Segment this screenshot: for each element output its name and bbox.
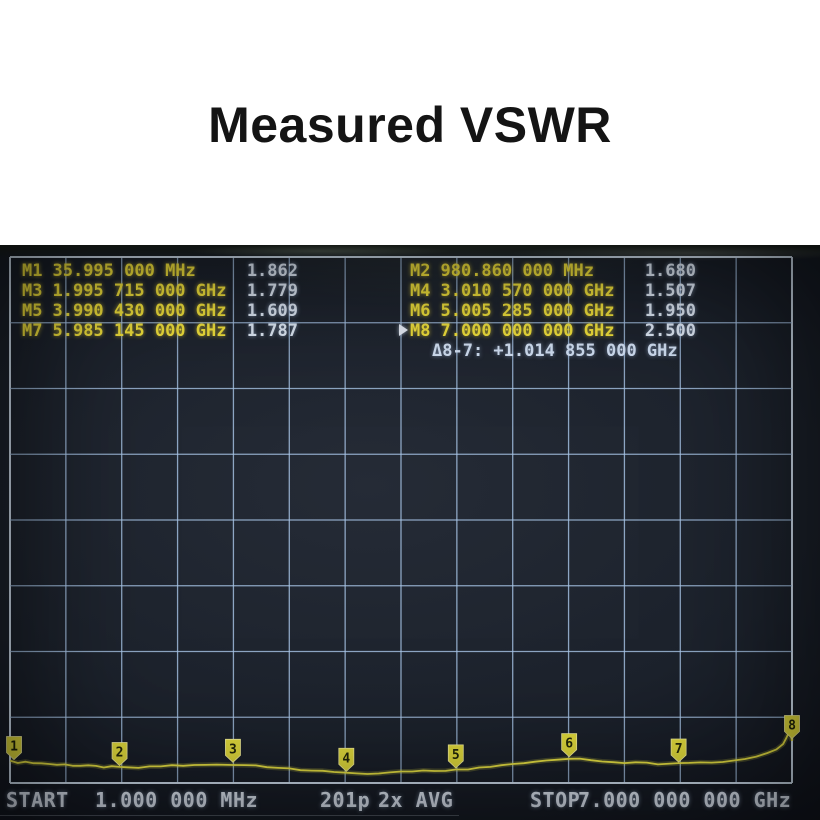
marker-frequency: 3.010 570 000 GHz <box>440 281 615 301</box>
screen-edge-glint <box>0 815 460 816</box>
marker-row: M7 5.985 145 000 GHz 1.787 <box>22 321 298 341</box>
marker-label: M8 <box>410 321 431 341</box>
marker-flag-5: 5 <box>447 744 464 769</box>
marker-value: 1.507 <box>644 281 696 301</box>
averaging-indicator: 2x AVG <box>378 788 454 812</box>
start-label: START <box>6 788 69 812</box>
svg-text:2: 2 <box>116 746 124 761</box>
marker-frequency: 5.985 145 000 GHz <box>52 321 227 341</box>
marker-frequency: 35.995 000 MHz <box>52 261 196 281</box>
active-marker-arrow-icon <box>399 324 408 336</box>
stop-label: STOP <box>530 788 581 812</box>
svg-text:1: 1 <box>10 740 18 755</box>
marker-label: M1 <box>22 261 43 281</box>
sweep-points: 201p <box>320 788 371 812</box>
marker-frequency: 3.990 430 000 GHz <box>52 301 227 321</box>
marker-frequency: 7.000 000 000 GHz <box>440 321 615 341</box>
marker-row: M4 3.010 570 000 GHz 1.507 <box>410 281 696 301</box>
stop-frequency: 7.000 000 000 GHz <box>578 788 792 812</box>
marker-row-active: M8 7.000 000 000 GHz 2.500 <box>410 321 696 341</box>
marker-label: M3 <box>22 281 43 301</box>
marker-row: M5 3.990 430 000 GHz 1.609 <box>22 301 298 321</box>
marker-flag-7: 7 <box>670 738 687 763</box>
marker-flag-4: 4 <box>338 747 355 772</box>
marker-flag-6: 6 <box>561 733 578 758</box>
start-frequency: 1.000 000 MHz <box>95 788 259 812</box>
marker-label: M5 <box>22 301 43 321</box>
marker-value: 1.950 <box>644 301 696 321</box>
marker-value: 2.500 <box>644 321 696 341</box>
svg-text:8: 8 <box>788 719 796 734</box>
svg-text:3: 3 <box>229 742 237 757</box>
marker-label: M6 <box>410 301 431 321</box>
page-title: Measured VSWR <box>208 97 612 153</box>
vna-screen-photo: 1 2 3 4 5 6 7 8 M1 35.995 000 MHz 1.862 M3 1.99… <box>0 245 820 820</box>
marker-row: M1 35.995 000 MHz 1.862 <box>22 261 298 281</box>
marker-flag-3: 3 <box>225 738 241 763</box>
svg-text:4: 4 <box>342 751 350 766</box>
marker-value: 1.787 <box>246 321 298 341</box>
marker-label: M4 <box>410 281 431 301</box>
marker-row: M2 980.860 000 MHz 1.680 <box>410 261 696 281</box>
svg-text:5: 5 <box>452 748 460 763</box>
svg-text:7: 7 <box>675 742 683 757</box>
status-bar: START 1.000 000 MHz 201p 2x AVG STOP 7.0… <box>0 786 820 816</box>
marker-frequency: 980.860 000 MHz <box>440 261 595 281</box>
svg-text:6: 6 <box>565 737 573 752</box>
marker-flag-2: 2 <box>111 742 128 767</box>
marker-label: M2 <box>410 261 431 281</box>
marker-row: M3 1.995 715 000 GHz 1.779 <box>22 281 298 301</box>
marker-value: 1.609 <box>246 301 298 321</box>
marker-frequency: 5.005 285 000 GHz <box>440 301 615 321</box>
delta-marker-readout: Δ8-7: +1.014 855 000 GHz <box>432 341 678 361</box>
marker-value: 1.862 <box>246 261 298 281</box>
marker-flag-1: 1 <box>6 736 22 761</box>
marker-frequency: 1.995 715 000 GHz <box>52 281 227 301</box>
marker-value: 1.779 <box>246 281 298 301</box>
marker-row: M6 5.005 285 000 GHz 1.950 <box>410 301 696 321</box>
marker-label: M7 <box>22 321 43 341</box>
marker-value: 1.680 <box>644 261 696 281</box>
